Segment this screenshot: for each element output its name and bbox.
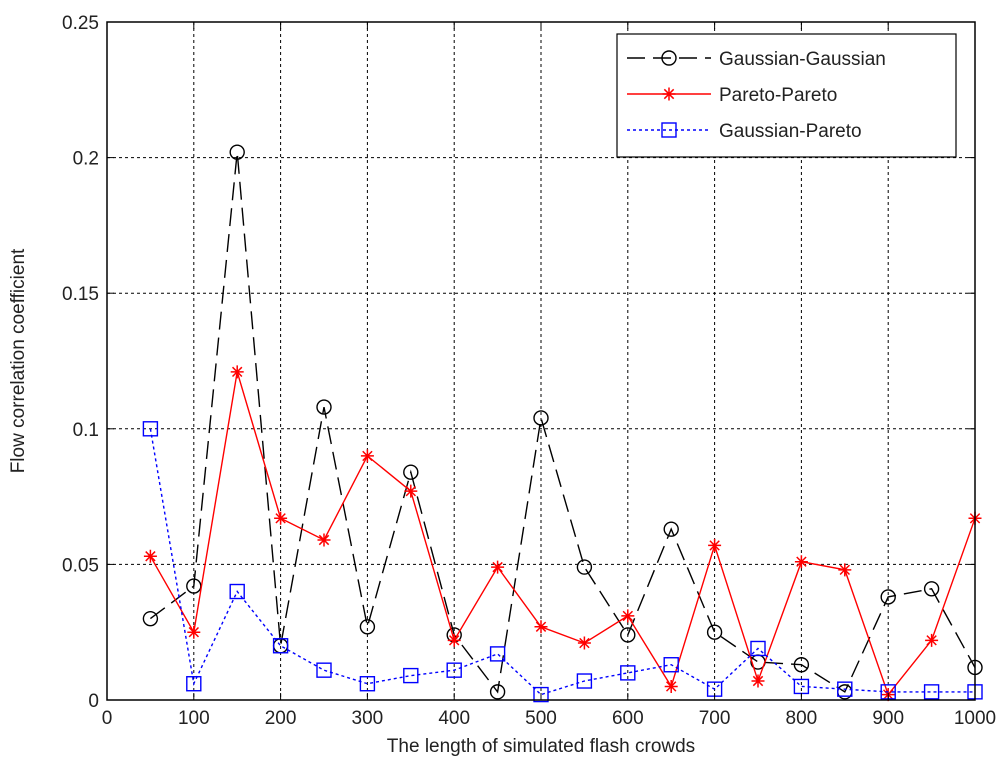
data-point-gaussian-gaussian	[620, 627, 636, 643]
data-point-gaussian-pareto	[489, 646, 506, 662]
data-point-pareto-pareto	[143, 549, 157, 563]
legend-label-gaussian-pareto: Gaussian-Pareto	[719, 121, 862, 142]
series-gaussian-pareto	[142, 421, 983, 703]
legend-label-pareto-pareto: Pareto-Pareto	[719, 85, 837, 106]
x-tick-label: 700	[699, 708, 731, 729]
data-point-gaussian-gaussian	[793, 657, 810, 673]
ticks: 0 100 200 300 400 500 600 700 800 900 1000 0 0.05 0.1…	[62, 13, 996, 729]
legend-marker-pareto-pareto	[662, 87, 676, 101]
data-point-gaussian-pareto	[837, 681, 853, 697]
data-point-gaussian-pareto	[142, 421, 159, 437]
data-point-pareto-pareto	[621, 609, 635, 623]
x-axis-label: The length of simulated flash crowds	[387, 736, 695, 757]
y-tick-label: 0	[88, 691, 99, 712]
data-point-pareto-pareto	[664, 679, 678, 693]
data-point-gaussian-pareto	[663, 657, 679, 673]
legend: Gaussian-Gaussian Pareto-Pareto Gaussian-P…	[616, 33, 957, 158]
data-point-gaussian-pareto	[750, 640, 766, 657]
data-point-gaussian-pareto	[923, 684, 940, 700]
grid	[107, 22, 975, 700]
data-point-pareto-pareto	[230, 365, 244, 379]
y-tick-label: 0.05	[62, 555, 99, 576]
legend-marker-gaussian-pareto	[661, 122, 677, 138]
data-point-gaussian-gaussian	[316, 399, 332, 415]
data-point-gaussian-pareto	[359, 676, 376, 692]
data-point-gaussian-pareto	[316, 662, 332, 678]
data-point-pareto-pareto	[360, 449, 374, 463]
x-tick-label: 1000	[954, 708, 996, 729]
data-point-gaussian-gaussian	[489, 684, 506, 700]
data-point-gaussian-pareto	[272, 638, 289, 654]
data-point-gaussian-pareto	[533, 686, 549, 703]
data-point-gaussian-gaussian	[359, 619, 376, 635]
data-point-pareto-pareto	[794, 555, 808, 569]
x-tick-label: 300	[352, 708, 384, 729]
y-tick-label: 0.25	[62, 13, 99, 34]
data-point-gaussian-gaussian	[533, 410, 549, 426]
legend-box	[616, 33, 957, 158]
data-point-gaussian-gaussian	[403, 464, 419, 480]
x-tick-label: 800	[786, 708, 818, 729]
x-tick-label: 200	[265, 708, 297, 729]
series-line-pareto-pareto	[149, 371, 976, 697]
data-point-gaussian-pareto	[620, 665, 636, 681]
x-tick-label: 600	[612, 708, 644, 729]
data-point-gaussian-gaussian	[142, 610, 159, 627]
data-point-gaussian-gaussian	[576, 559, 593, 575]
y-axis-label: Flow correlation coefficient	[8, 248, 29, 473]
data-point-pareto-pareto	[491, 560, 505, 574]
x-tick-label: 900	[872, 708, 904, 729]
data-point-pareto-pareto	[751, 674, 765, 688]
data-point-pareto-pareto	[925, 633, 939, 647]
data-point-pareto-pareto	[274, 511, 288, 525]
y-tick-label: 0.15	[62, 284, 99, 305]
y-tick-label: 0.2	[73, 149, 99, 170]
data-point-pareto-pareto	[708, 538, 722, 552]
data-point-pareto-pareto	[404, 484, 418, 498]
data-point-gaussian-gaussian	[880, 589, 896, 605]
data-point-pareto-pareto	[317, 533, 331, 547]
data-point-gaussian-pareto	[576, 673, 593, 689]
data-point-gaussian-gaussian	[706, 624, 723, 640]
data-point-gaussian-pareto	[403, 667, 419, 684]
data-point-pareto-pareto	[577, 636, 591, 650]
data-point-gaussian-gaussian	[229, 144, 245, 160]
data-point-gaussian-pareto	[229, 583, 245, 600]
data-point-pareto-pareto	[838, 563, 852, 577]
data-point-gaussian-pareto	[446, 662, 462, 678]
x-tick-label: 0	[102, 708, 113, 729]
x-tick-label: 500	[525, 708, 557, 729]
x-tick-label: 400	[438, 708, 470, 729]
series-pareto-pareto	[143, 365, 982, 702]
legend-label-gaussian-gaussian: Gaussian-Gaussian	[719, 49, 886, 70]
data-point-gaussian-pareto	[186, 676, 202, 692]
data-point-gaussian-gaussian	[663, 521, 679, 537]
data-point-pareto-pareto	[534, 620, 548, 634]
y-tick-label: 0.1	[73, 420, 99, 441]
data-point-gaussian-gaussian	[923, 581, 940, 597]
legend-marker-gaussian-gaussian	[661, 50, 677, 66]
x-tick-label: 100	[178, 708, 210, 729]
data-point-pareto-pareto	[187, 625, 201, 639]
data-point-pareto-pareto	[447, 633, 461, 647]
